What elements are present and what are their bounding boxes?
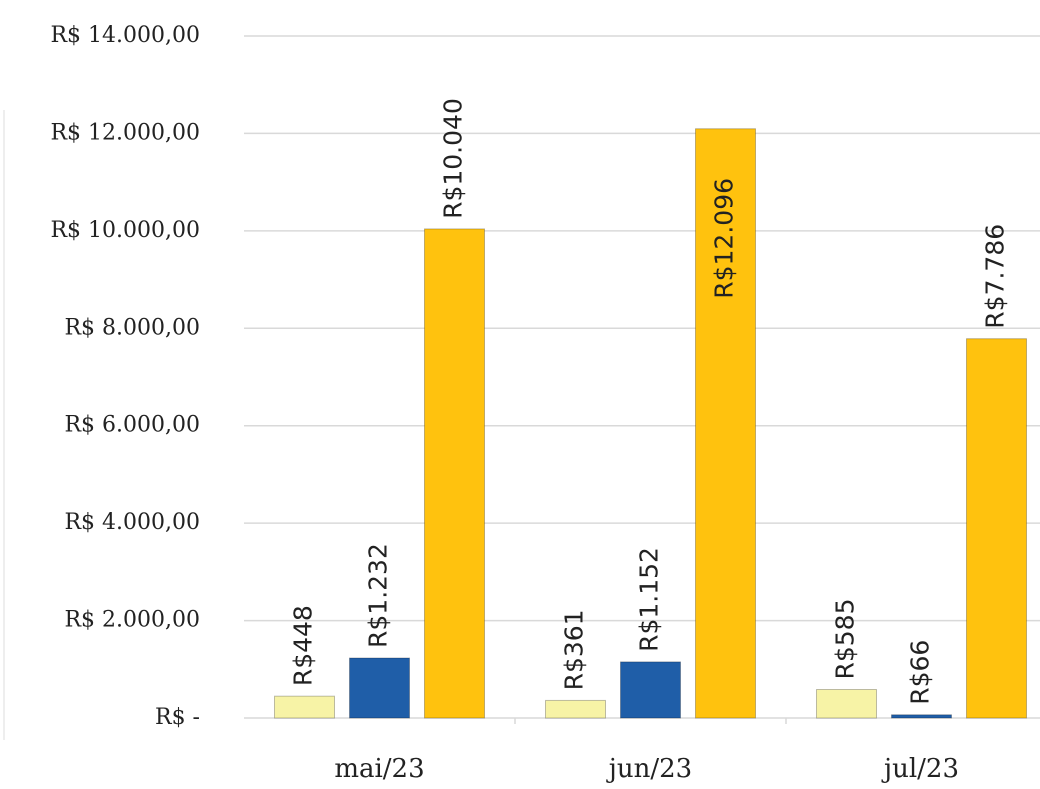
y-tick-label: R$ 12.000,00 — [50, 120, 200, 145]
y-tick-label: R$ 4.000,00 — [64, 510, 200, 535]
bar — [816, 689, 877, 719]
bar — [349, 657, 410, 719]
value-label: R$1.232 — [364, 543, 393, 648]
value-label: R$585 — [831, 599, 860, 680]
value-label: R$7.786 — [981, 224, 1010, 329]
y-tick-label: R$ - — [155, 705, 200, 730]
bar — [695, 128, 756, 719]
bar — [545, 699, 606, 719]
y-tick-label: R$ 14.000,00 — [50, 23, 200, 48]
value-label: R$66 — [906, 640, 935, 705]
x-tick-label: jul/23 — [881, 754, 959, 784]
bar — [424, 228, 485, 719]
y-tick-label: R$ 8.000,00 — [64, 315, 200, 340]
y-tick-label: R$ 2.000,00 — [64, 608, 200, 633]
bar — [620, 661, 681, 719]
y-tick-label: R$ 6.000,00 — [64, 413, 200, 438]
bar — [891, 714, 952, 719]
bar — [966, 338, 1027, 719]
value-label: R$10.040 — [439, 98, 468, 219]
value-label: R$361 — [560, 609, 589, 690]
y-tick-label: R$ 10.000,00 — [50, 218, 200, 243]
x-tick-label: mai/23 — [334, 754, 424, 784]
x-tick-label: jun/23 — [606, 754, 692, 784]
bar — [274, 695, 335, 719]
value-label: R$12.096 — [710, 178, 739, 299]
value-label: R$448 — [289, 605, 318, 686]
value-label: R$1.152 — [635, 547, 664, 652]
